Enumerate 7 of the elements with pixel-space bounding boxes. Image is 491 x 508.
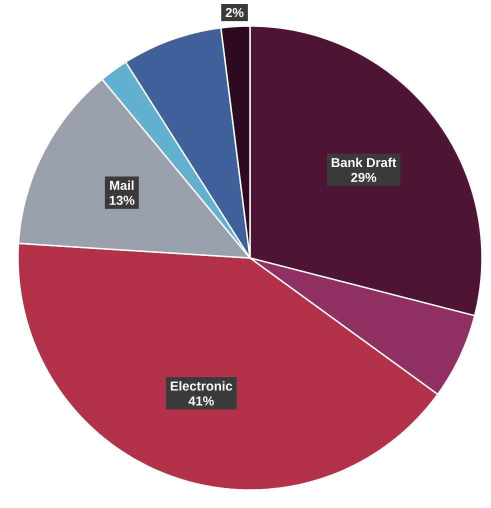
slice-label: Electronic: [170, 381, 232, 391]
slice-label: Mail: [110, 180, 134, 190]
data-label: 41%: [188, 396, 214, 406]
slice-label: Bank Draft: [332, 158, 396, 168]
data-label: 13%: [110, 196, 134, 205]
data-label: 29%: [351, 172, 376, 182]
data-label: 2%: [226, 8, 244, 18]
